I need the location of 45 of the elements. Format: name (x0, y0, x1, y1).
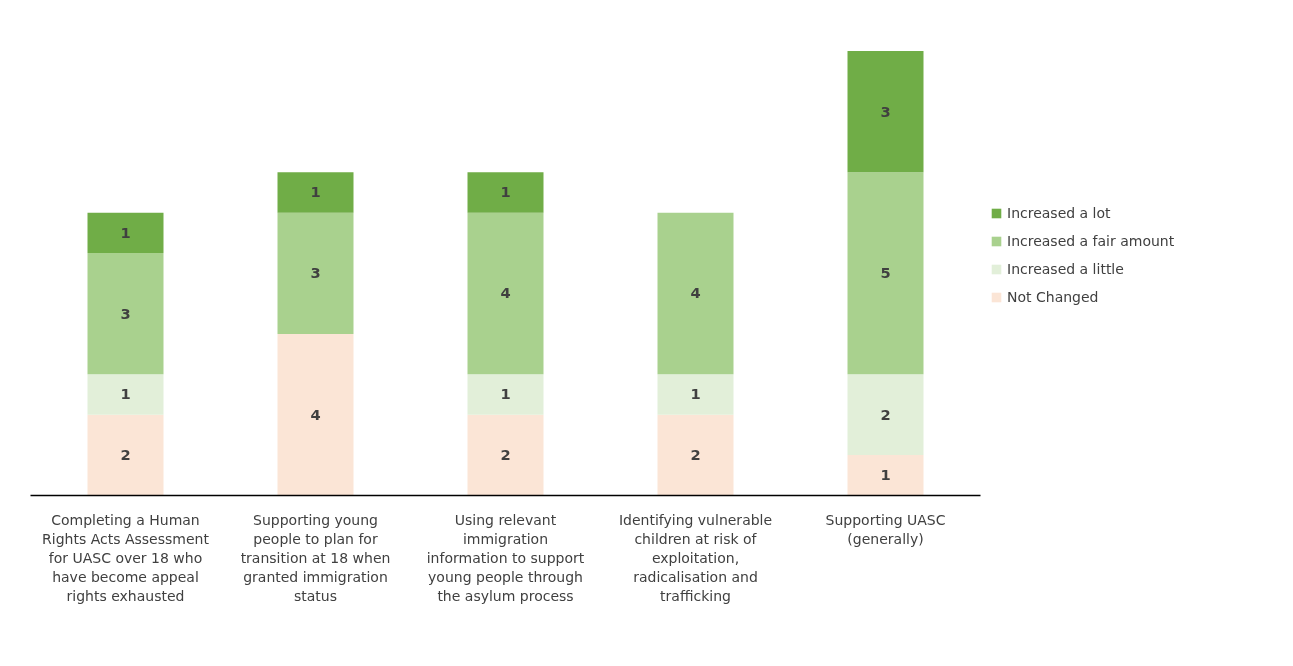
bar (467, 414, 544, 496)
bar (87, 253, 164, 375)
data-label: 1 (690, 385, 701, 403)
bar (657, 374, 734, 415)
bar (87, 374, 164, 415)
bar (87, 414, 164, 496)
bar (657, 212, 734, 375)
data-label: 1 (500, 183, 511, 201)
data-label: 3 (120, 304, 131, 322)
legend-label: Increased a little (1007, 261, 1124, 277)
x-tick-label: Supporting UASC (generally) (825, 511, 946, 547)
legend-label: Increased a fair amount (1007, 233, 1175, 249)
x-tick-label: Identifying vulnerable children at risk of exploitation, radicalisation and trafficking (618, 511, 773, 605)
data-label: 2 (880, 405, 891, 423)
bar (847, 51, 924, 173)
bar (277, 333, 354, 496)
bar (467, 374, 544, 415)
bar (847, 374, 924, 456)
bar (277, 212, 354, 334)
legend-label: Increased a lot (1007, 205, 1111, 221)
data-label: 3 (880, 102, 891, 120)
data-label: 1 (500, 385, 511, 403)
data-label: 1 (880, 466, 891, 484)
data-label: 2 (500, 446, 511, 464)
data-label: 1 (310, 183, 321, 201)
data-label: 1 (120, 385, 131, 403)
data-label: 5 (880, 264, 891, 282)
data-label: 2 (120, 446, 131, 464)
legend-label: Not Changed (1007, 289, 1099, 305)
data-label: 1 (120, 223, 131, 241)
bar (87, 212, 164, 254)
data-label: 4 (310, 405, 321, 423)
x-tick-label: Using relevant immigration information to support young people through the asylum process (426, 511, 585, 605)
bar (657, 414, 734, 496)
x-tick-label: Supporting young people to plan for transition at 18 when granted immigration status (240, 511, 391, 605)
bar (467, 212, 544, 375)
data-label: 4 (500, 284, 511, 302)
bar (467, 172, 544, 213)
data-label: 2 (690, 446, 701, 464)
data-label: 3 (310, 264, 321, 282)
bar (847, 455, 924, 496)
bar (847, 172, 924, 375)
bar (277, 172, 354, 213)
data-label: 4 (690, 284, 701, 302)
x-tick-label: Completing a Human Rights Acts Assessment for UASC over 18 who have become appeal rights exhausted (42, 511, 210, 605)
